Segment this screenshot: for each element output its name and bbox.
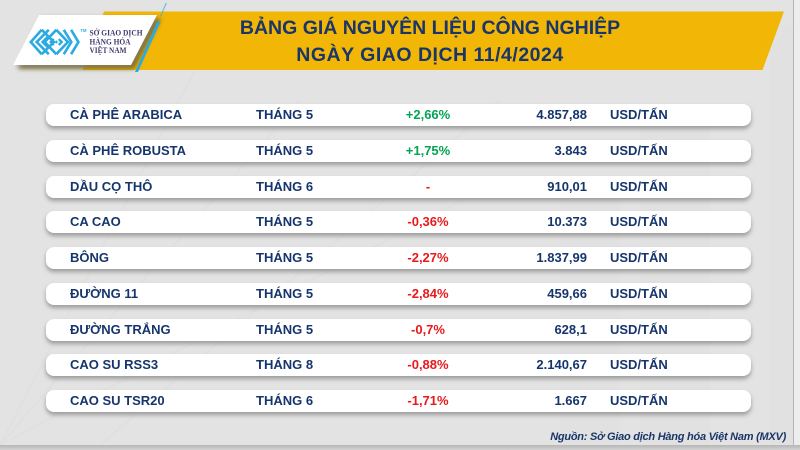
svg-text:VIỆT NAM: VIỆT NAM	[90, 46, 127, 55]
svg-text:SỞ GIAO DỊCH: SỞ GIAO DỊCH	[90, 28, 144, 38]
svg-text:TM: TM	[81, 28, 88, 33]
svg-text:HÀNG HÓA: HÀNG HÓA	[90, 37, 131, 47]
